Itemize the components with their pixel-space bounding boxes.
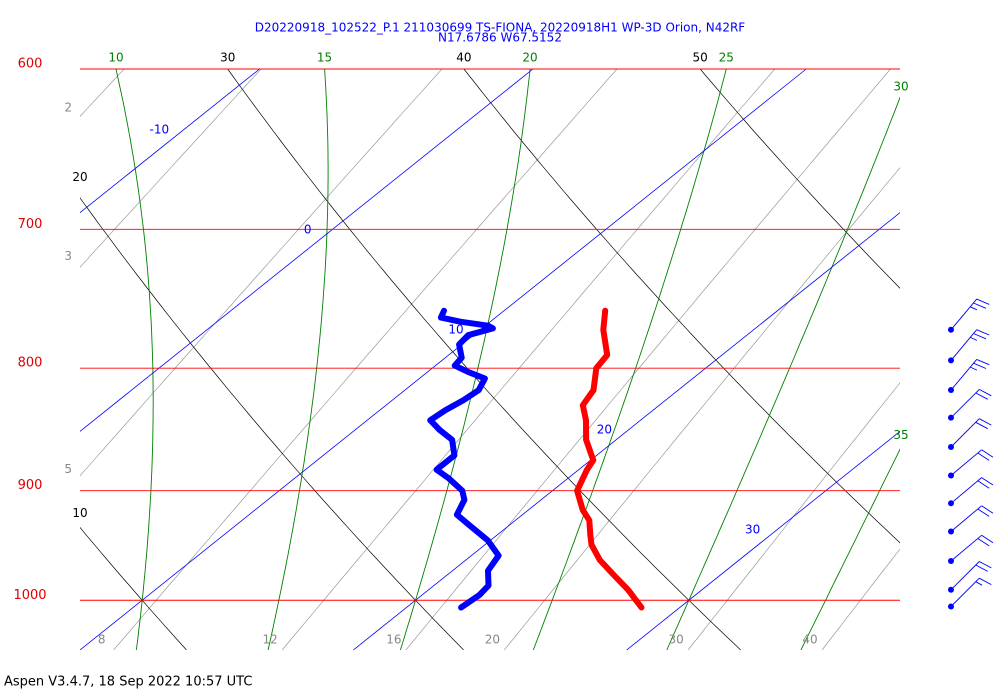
dry-adiabat-label: 10 <box>72 506 87 520</box>
moist-adiabat-label: 15 <box>317 51 332 65</box>
chart-title: D20220918_102522_P.1 211030699 TS-FIONA,… <box>255 21 746 35</box>
wind-barb <box>950 389 992 419</box>
wind-barb-dot <box>948 558 954 565</box>
wind-barb-dot <box>948 357 954 364</box>
wind-barb-dot <box>948 472 954 479</box>
wind-barb <box>950 418 992 448</box>
mixing-ratio-label: 30 <box>668 633 683 647</box>
sounding-trace <box>427 307 502 611</box>
dry-adiabat-label: 50 <box>693 51 708 65</box>
wind-barb-dot <box>948 603 954 610</box>
moist-adiabat-label: 35 <box>893 428 908 442</box>
wind-barb-dot <box>948 414 954 421</box>
mixing-ratio-label: 40 <box>802 633 817 647</box>
dry-adiabat-label: 40 <box>456 51 471 65</box>
mixing-ratio-line <box>113 68 618 650</box>
wind-barb-dot <box>948 500 954 507</box>
isotherm-label: -10 <box>150 123 170 137</box>
moist-adiabat-label: 10 <box>108 51 123 65</box>
moist-adiabat <box>800 448 900 650</box>
wind-barb <box>950 534 994 562</box>
wind-barb <box>950 449 994 476</box>
wind-barb-dot <box>948 528 954 535</box>
moist-adiabat <box>532 68 727 650</box>
mixing-ratio-label: 8 <box>98 633 106 647</box>
moist-adiabat <box>666 96 900 650</box>
dry-adiabat <box>463 68 900 544</box>
isotherm <box>80 68 807 650</box>
y-tick-label: 700 <box>18 217 43 232</box>
mixing-ratio-label: 20 <box>485 633 500 647</box>
mixing-ratio-label: 3 <box>64 249 72 263</box>
isotherm-label: 20 <box>597 423 612 437</box>
moist-adiabat-label: 20 <box>522 51 537 65</box>
moist-adiabat <box>267 68 329 650</box>
wind-barb <box>950 577 992 607</box>
mixing-ratio-line <box>405 68 891 650</box>
dry-adiabat <box>699 68 900 289</box>
wind-barb <box>950 298 990 331</box>
mixing-ratio-label: 16 <box>386 633 401 647</box>
mixing-ratio-label: 5 <box>64 462 72 476</box>
wind-barb-dot <box>948 586 954 593</box>
isotherm <box>353 212 900 650</box>
dry-adiabat <box>80 197 464 650</box>
y-tick-label: 1000 <box>13 588 46 603</box>
moist-adiabat <box>399 68 531 650</box>
mixing-ratio-line <box>281 68 776 650</box>
mixing-ratio-label: 2 <box>64 101 72 115</box>
footer-note: Aspen V3.4.7, 18 Sep 2022 10:57 UTC <box>4 675 252 690</box>
y-tick-label: 600 <box>18 57 43 72</box>
wind-barb <box>950 505 994 532</box>
mixing-ratio-line <box>80 68 262 268</box>
isotherm-label: 0 <box>304 223 312 237</box>
wind-barb-dot <box>948 326 954 333</box>
dry-adiabat <box>80 526 187 650</box>
y-tick-label: 900 <box>18 478 43 493</box>
isotherm <box>80 68 260 214</box>
dry-adiabat-label: 20 <box>72 170 87 184</box>
wind-barb-dot <box>948 444 954 451</box>
mixing-ratio-label: 12 <box>263 633 278 647</box>
wind-barb <box>950 561 992 591</box>
mixing-ratio-line <box>821 548 900 650</box>
isotherm-label: 30 <box>745 523 760 537</box>
mixing-ratio-line <box>687 382 900 650</box>
y-tick-label: 800 <box>18 356 43 371</box>
isotherm <box>626 430 900 650</box>
dry-adiabat-label: 30 <box>220 51 235 65</box>
wind-barb <box>950 329 990 361</box>
isotherm <box>80 68 534 432</box>
moist-adiabat-label: 25 <box>719 51 734 65</box>
wind-barb <box>950 477 994 504</box>
moist-adiabat-label: 30 <box>893 79 908 93</box>
mixing-ratio-line <box>504 167 900 650</box>
moist-adiabat <box>115 68 154 650</box>
plot-area <box>80 68 900 650</box>
wind-barb-dot <box>948 387 954 394</box>
mixing-ratio-line <box>80 68 443 477</box>
chart-subtitle: N17.6786 W67.5152 <box>438 31 562 45</box>
wind-barb <box>950 358 990 391</box>
sounding-trace <box>574 307 645 611</box>
isotherm-label: 10 <box>448 323 463 337</box>
